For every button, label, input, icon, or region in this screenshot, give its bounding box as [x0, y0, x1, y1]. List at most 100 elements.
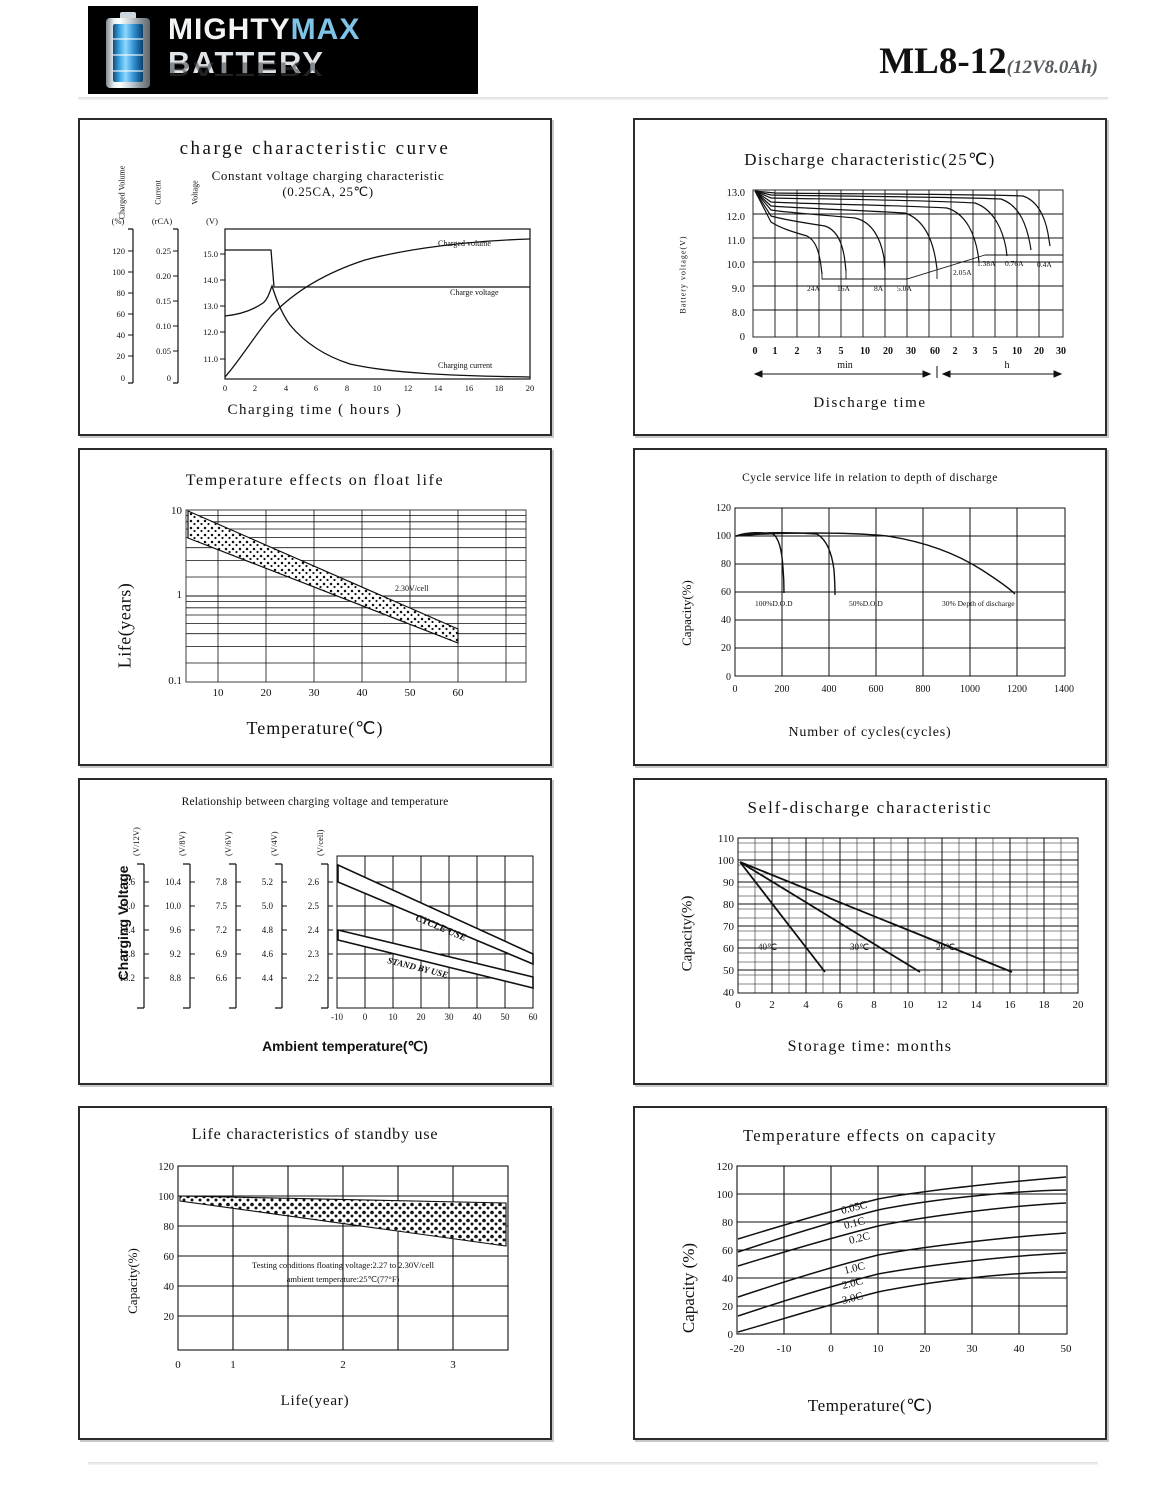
- svg-text:80: 80: [723, 899, 735, 911]
- svg-text:(V): (V): [206, 216, 218, 226]
- axis-label-storage-time: Storage time: months: [787, 1038, 953, 1055]
- svg-text:8.0: 8.0: [732, 308, 745, 319]
- svg-text:18: 18: [495, 383, 504, 393]
- svg-text:13.0: 13.0: [203, 301, 218, 311]
- chart-title: Self-discharge characteristic: [747, 798, 993, 817]
- svg-text:16: 16: [1005, 999, 1017, 1011]
- svg-text:40: 40: [164, 1282, 175, 1293]
- svg-text:200: 200: [775, 684, 790, 695]
- svg-text:20: 20: [722, 1301, 734, 1313]
- chart-title: charge characteristic curve: [179, 138, 451, 159]
- svg-text:4.4: 4.4: [262, 973, 274, 983]
- svg-text:0: 0: [223, 383, 227, 393]
- chart-title: Relationship between charging voltage an…: [181, 796, 449, 808]
- svg-text:2: 2: [953, 346, 958, 357]
- chart-plot: 13.0 12.0 11.0 10.0 9.0 8.0 0: [727, 188, 1066, 378]
- series-label-charging-current: Charging current: [438, 361, 493, 370]
- curve-label-2p05a: 2.05A: [953, 268, 972, 277]
- footer-divider: [88, 1462, 1098, 1465]
- brand-mighty: MIGHTY: [168, 13, 291, 46]
- svg-text:12: 12: [937, 999, 948, 1011]
- note-testing-conditions-line2: ambient temperature:25℃(77°F): [287, 1274, 400, 1284]
- svg-text:11.0: 11.0: [203, 354, 218, 364]
- svg-text:120: 120: [158, 1162, 174, 1173]
- svg-text:110: 110: [718, 833, 735, 845]
- svg-text:1000: 1000: [960, 684, 980, 695]
- svg-text:12.0: 12.0: [727, 212, 745, 223]
- svg-text:(rCA): (rCA): [152, 216, 172, 226]
- svg-text:10: 10: [171, 505, 183, 517]
- svg-text:5: 5: [993, 346, 998, 357]
- svg-text:0: 0: [753, 346, 758, 357]
- svg-text:0: 0: [740, 332, 745, 343]
- axis-label-life-years: Life(years): [114, 582, 135, 669]
- svg-text:40: 40: [357, 687, 369, 698]
- svg-text:2: 2: [253, 383, 257, 393]
- svg-text:8: 8: [345, 383, 349, 393]
- svg-text:50: 50: [1061, 1343, 1073, 1355]
- svg-text:30: 30: [967, 1343, 979, 1355]
- chart-title: Life characteristics of standby use: [191, 1126, 439, 1143]
- svg-text:12.0: 12.0: [203, 327, 218, 337]
- svg-text:60: 60: [164, 1252, 175, 1263]
- svg-text:2: 2: [795, 346, 800, 357]
- svg-text:1: 1: [773, 346, 778, 357]
- svg-text:14.0: 14.0: [203, 275, 218, 285]
- chart-plot: (V/12V) (V/8V) (V/6V) (V/4V) (V/cell) 15…: [119, 827, 538, 1022]
- xaxis-group-min: min: [837, 360, 853, 371]
- curve-label-20c: 20℃: [936, 942, 955, 952]
- svg-text:10: 10: [1012, 346, 1022, 357]
- svg-text:6.6: 6.6: [216, 973, 228, 983]
- svg-text:-20: -20: [730, 1343, 745, 1355]
- svg-text:50: 50: [405, 687, 417, 698]
- model-spec: (12V8.0Ah): [1006, 57, 1098, 78]
- annotation-230v-cell: 2.30V/cell: [395, 584, 429, 593]
- svg-text:(V/cell): (V/cell): [315, 829, 325, 856]
- svg-text:40: 40: [1014, 1343, 1026, 1355]
- svg-text:18: 18: [1039, 999, 1051, 1011]
- svg-text:60: 60: [930, 346, 940, 357]
- svg-text:0: 0: [735, 999, 741, 1011]
- svg-text:800: 800: [916, 684, 931, 695]
- svg-text:40: 40: [117, 330, 126, 340]
- chart-title: Cycle service life in relation to depth …: [742, 472, 998, 484]
- svg-text:600: 600: [869, 684, 884, 695]
- curve-label-10c: 1.0C: [843, 1260, 866, 1277]
- svg-text:4.6: 4.6: [262, 949, 274, 959]
- svg-text:10.4: 10.4: [165, 877, 181, 887]
- svg-text:6.9: 6.9: [216, 949, 228, 959]
- xaxis-group-h: h: [1005, 360, 1010, 371]
- svg-text:80: 80: [721, 559, 731, 570]
- svg-text:10: 10: [873, 1343, 885, 1355]
- svg-text:7.5: 7.5: [216, 901, 228, 911]
- svg-text:20: 20: [920, 1343, 932, 1355]
- panel-temperature-effects-on-float-life: Temperature effects on float life Life(y…: [78, 448, 552, 766]
- svg-text:(V/4V): (V/4V): [269, 831, 279, 856]
- svg-text:15.0: 15.0: [119, 901, 135, 911]
- series-label-charge-voltage: Charge voltage: [450, 288, 499, 297]
- svg-text:20: 20: [417, 1012, 427, 1022]
- svg-text:90: 90: [723, 877, 735, 889]
- svg-text:4: 4: [284, 383, 289, 393]
- curve-20c: [739, 861, 1013, 973]
- svg-text:5.2: 5.2: [262, 877, 273, 887]
- axis-label-temperature: Temperature(℃): [246, 718, 384, 738]
- svg-text:2.2: 2.2: [308, 973, 319, 983]
- svg-text:0: 0: [363, 1012, 368, 1022]
- svg-text:0: 0: [175, 1359, 181, 1371]
- svg-text:(V/12V): (V/12V): [131, 827, 141, 856]
- curve-label-5a: 5.0A: [897, 284, 912, 293]
- axis-label-life-year: Life(year): [280, 1393, 350, 1409]
- axis-label-ambient-temperature: Ambient temperature(℃): [262, 1038, 428, 1054]
- svg-text:13.0: 13.0: [727, 188, 745, 199]
- svg-text:0.1: 0.1: [168, 675, 182, 687]
- svg-text:60: 60: [722, 1245, 734, 1257]
- model-number: ML8-12: [879, 41, 1007, 82]
- svg-text:0: 0: [733, 684, 738, 695]
- svg-text:100: 100: [717, 1189, 734, 1201]
- svg-text:120: 120: [717, 1161, 734, 1173]
